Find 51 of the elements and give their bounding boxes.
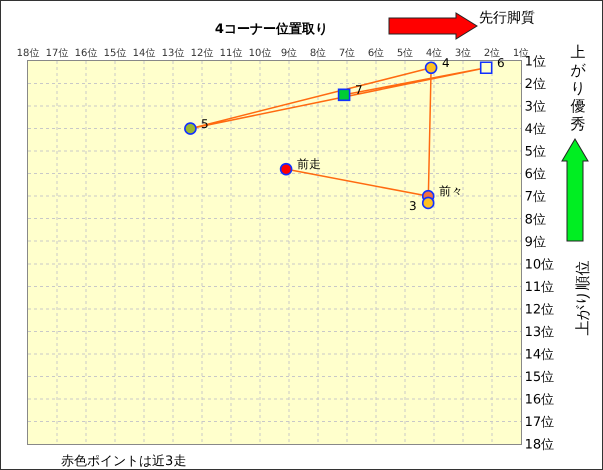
x-tick-label: 4位 (426, 47, 442, 59)
point (424, 61, 438, 74)
y-tick-label: 5位 (524, 144, 546, 160)
chart-title: 4コーナー位置取り (214, 22, 328, 37)
x-tick-label: 9位 (280, 47, 298, 59)
y-tick-label: 13位 (524, 324, 554, 340)
y-tick-label: 11位 (524, 280, 554, 295)
x-tick-label: 3位 (454, 47, 472, 59)
annotation: 前走 (297, 157, 321, 171)
x-tick-label: 13位 (162, 47, 184, 59)
x-tick-label: 5位 (396, 47, 414, 59)
y-tick-label: 15位 (524, 370, 554, 385)
y-tick-label: 10位 (524, 257, 554, 272)
point (422, 196, 434, 210)
y-tick-label: 9位 (524, 234, 546, 250)
annotation: 前々 (439, 184, 463, 198)
y-tick-label: 17位 (524, 415, 554, 430)
annotation: 3 (409, 199, 417, 213)
x-tick-label: 1位 (512, 47, 530, 59)
x-tick-label: 14位 (132, 47, 156, 59)
text: 先行脚質 (479, 9, 535, 27)
point (338, 88, 350, 102)
x-tick-label: 10位 (248, 47, 272, 59)
text: 赤色ポイントは近3走 (61, 453, 186, 470)
y-tick-label: 4位 (524, 122, 546, 138)
point (280, 162, 292, 176)
annotation: 6 (497, 56, 505, 70)
y-axis-title: 上がり順位 (574, 260, 592, 336)
y-tick-label: 3位 (524, 100, 546, 115)
x-tick-label: 15位 (104, 47, 126, 59)
y-tick-label: 16位 (524, 392, 554, 408)
x-tick-label: 8位 (310, 47, 326, 59)
y-tick-label: 8位 (524, 212, 546, 228)
x-tick-label: 16位 (74, 47, 98, 59)
y-tick-label: 2位 (524, 77, 546, 92)
x-tick-label: 2位 (484, 47, 500, 59)
text: 上がり優秀 (570, 43, 586, 133)
x-tick-label: 12位 (190, 47, 214, 59)
y-tick-label: 12位 (524, 302, 554, 318)
y-tick-label: 7位 (524, 190, 546, 205)
y-tick-label: 14位 (524, 347, 554, 362)
x-tick-label: 7位 (338, 47, 356, 59)
annotation: 4 (442, 56, 450, 70)
point (480, 61, 492, 74)
x-tick-label: 11位 (220, 47, 242, 59)
y-tick-label: 18位 (524, 438, 554, 453)
x-tick-label: 17位 (46, 47, 68, 59)
x-tick-label: 6位 (368, 47, 384, 59)
x-tick-label: 18位 (16, 47, 40, 59)
point (184, 122, 197, 135)
y-tick-label: 6位 (524, 167, 546, 182)
